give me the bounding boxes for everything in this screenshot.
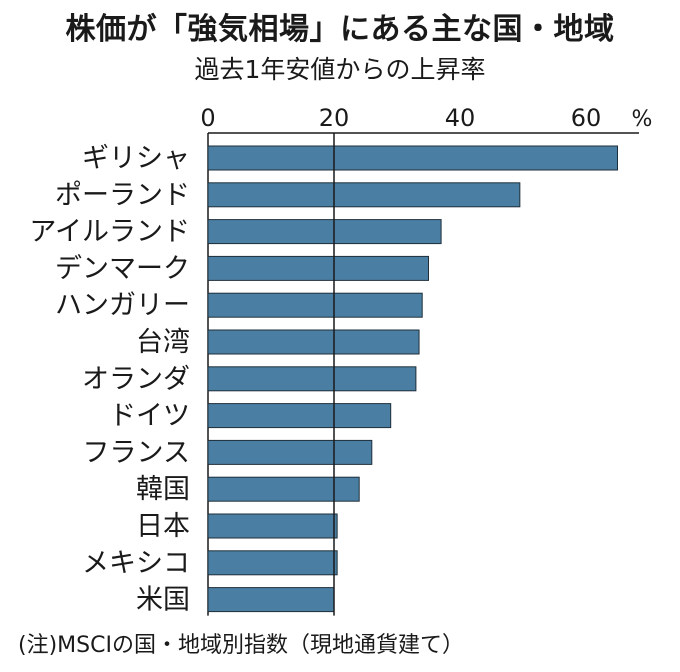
category-label: アイルランド (29, 217, 190, 248)
bar-5 (207, 329, 420, 355)
bar-12 (207, 587, 335, 613)
category-label: ポーランド (55, 180, 190, 211)
bar-8 (207, 439, 373, 465)
category-label: 台湾 (136, 327, 190, 358)
x-tick-label: 60 (571, 104, 602, 132)
x-tick-label: 40 (445, 104, 476, 132)
bar-10 (207, 513, 338, 539)
chart-title: 株価が「強気相場」にある主な国・地域 (65, 12, 615, 47)
category-label: オランダ (82, 364, 190, 395)
category-label: ハンガリー (55, 290, 190, 321)
x-unit-label: % (632, 107, 653, 132)
bar-6 (207, 366, 417, 392)
bar-7 (207, 403, 392, 429)
chart-subtitle: 過去1年安値からの上昇率 (194, 55, 486, 84)
bar-0 (207, 145, 618, 171)
bar-9 (207, 476, 360, 502)
x-tick-label: 0 (200, 104, 215, 132)
category-label: メキシコ (82, 548, 190, 579)
chart-footnote: (注)MSCIの国・地域別指数（現地通貨建て） (18, 633, 464, 658)
category-label: 日本 (136, 511, 190, 542)
category-label: 米国 (136, 585, 190, 616)
bar-4 (207, 292, 423, 318)
category-label: デンマーク (55, 253, 190, 284)
category-label: 韓国 (136, 474, 190, 505)
bar-3 (207, 255, 429, 281)
x-tick-label: 20 (319, 104, 350, 132)
category-label: ドイツ (109, 401, 190, 432)
bar-11 (207, 550, 338, 576)
category-label: ギリシャ (82, 143, 190, 174)
category-label: フランス (83, 437, 190, 468)
bar-2 (207, 219, 442, 245)
bar-1 (207, 182, 521, 208)
